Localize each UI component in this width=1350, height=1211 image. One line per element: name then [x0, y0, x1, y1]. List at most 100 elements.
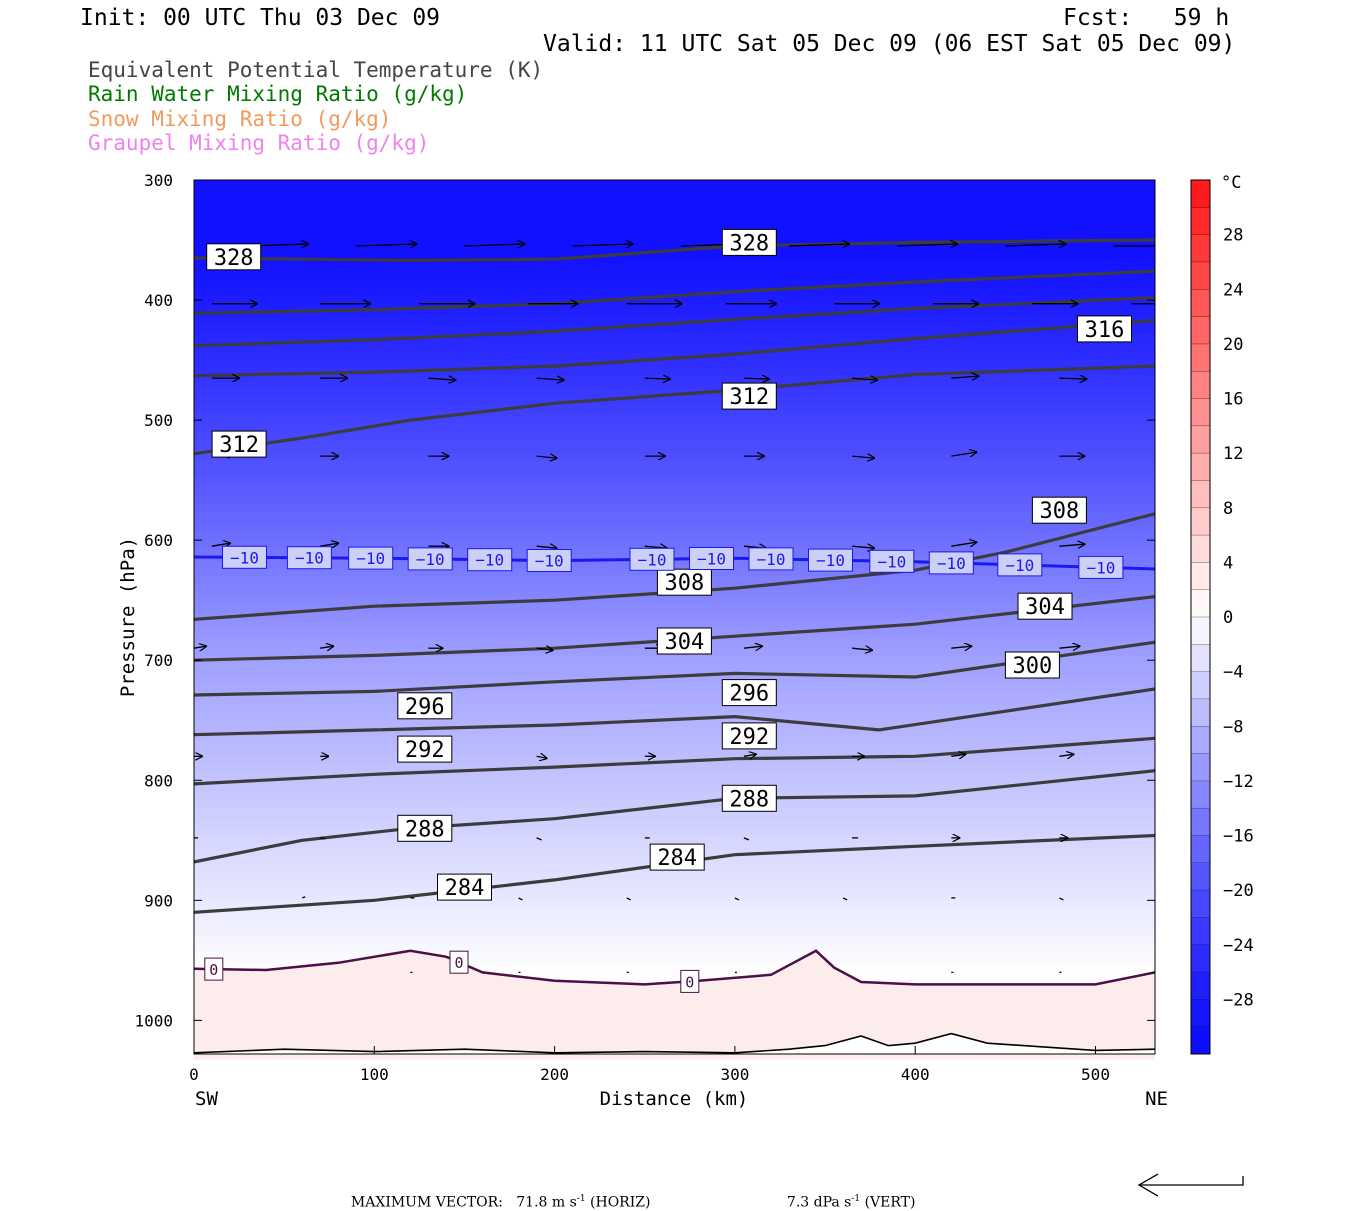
colorbar-swatch	[1191, 835, 1210, 864]
theta-e-label: 304	[1017, 592, 1073, 620]
theta-e-label: 284	[649, 843, 705, 871]
wind-vector	[951, 542, 976, 546]
wind-vector	[428, 378, 455, 380]
y-tick-label: 600	[144, 531, 173, 550]
wind-vector	[852, 456, 874, 458]
svg-text:−10: −10	[416, 550, 445, 569]
colorbar-swatch	[1191, 890, 1210, 918]
theta-e-304	[194, 595, 1155, 662]
svg-text:308: 308	[665, 571, 705, 596]
max-vector-vertical-label: 7.3 dPa s-1 (VERT)	[786, 1194, 916, 1211]
colorbar-swatch	[1191, 1026, 1210, 1055]
isotherm-minus10-label: −10	[689, 547, 734, 570]
colorbar-swatch	[1191, 535, 1210, 563]
init-time: Init: 00 UTC Thu 03 Dec 09	[80, 5, 441, 31]
colorbar-label: 4	[1223, 553, 1233, 573]
wind-vector	[536, 546, 557, 548]
isotherm-minus10-label: −10	[748, 547, 794, 571]
colorbar-swatch	[1191, 289, 1210, 318]
colorbar-swatch	[1191, 343, 1210, 372]
legend-rain: Rain Water Mixing Ratio (g/kg)	[88, 82, 468, 106]
wind-vector	[951, 376, 978, 378]
svg-text:312: 312	[729, 385, 769, 410]
theta-e-324	[194, 269, 1155, 315]
colorbar-label: −24	[1223, 936, 1254, 956]
colorbar-label: 28	[1223, 226, 1243, 246]
theta-e-label: 300	[1004, 651, 1060, 679]
wind-vector	[536, 456, 557, 458]
isotherm-minus10-label: −10	[629, 547, 675, 571]
wind-vector	[1059, 544, 1084, 546]
colorbar-swatch	[1191, 180, 1210, 208]
colorbar: 28 24 20 16 12 8 4 0 −4 −8 −12 −16 −20 −24 −28 °C	[1190, 173, 1254, 1055]
svg-text:304: 304	[665, 630, 705, 655]
theta-e-label: 304	[656, 627, 712, 655]
wind-vector	[320, 837, 326, 840]
theta-e-label: 296	[397, 692, 453, 720]
colorbar-label: −20	[1223, 881, 1254, 901]
colorbar-label: −12	[1223, 772, 1254, 792]
wind-vector	[734, 897, 740, 901]
colorbar-swatch	[1191, 453, 1210, 481]
svg-text:312: 312	[219, 433, 259, 458]
y-tick-label: 300	[144, 171, 173, 190]
theta-e-label: 284	[437, 873, 492, 901]
svg-text:292: 292	[405, 738, 445, 763]
max-vector-label: MAXIMUM VECTOR: 71.8 m s-1 (HORIZ)	[350, 1194, 651, 1211]
svg-text:−10: −10	[638, 550, 667, 569]
svg-text:−10: −10	[816, 551, 845, 570]
colorbar-swatch	[1191, 207, 1210, 236]
theta-e-320	[194, 296, 1155, 348]
colorbar-swatch	[1191, 698, 1210, 727]
valid-time: Valid: 11 UTC Sat 05 Dec 09 (06 EST Sat …	[543, 31, 1236, 57]
x-tick-label: 200	[540, 1065, 569, 1084]
colorbar-swatch	[1191, 371, 1210, 399]
colorbar-label: 16	[1223, 390, 1243, 410]
theta-e-label: 328	[721, 228, 777, 256]
isotherm-minus10-label: −10	[222, 545, 267, 569]
x-tick-label: 100	[360, 1065, 389, 1084]
theta-e-label: 296	[721, 679, 777, 707]
theta-e-312	[194, 364, 1155, 456]
wind-vector	[536, 648, 553, 650]
colorbar-label: −8	[1223, 717, 1243, 737]
y-tick-label: 500	[144, 411, 173, 430]
wind-vector	[852, 648, 872, 650]
y-tick-label: 1000	[134, 1011, 173, 1030]
isotherm-minus10-label: −10	[928, 551, 974, 575]
wind-vector	[464, 244, 525, 246]
x-tick-label: 400	[901, 1065, 930, 1084]
max-vector-arrow-icon	[1137, 1173, 1244, 1197]
forecast-hour: Fcst: 59 h	[1063, 5, 1230, 31]
colorbar-unit: °C	[1221, 173, 1241, 193]
svg-text:296: 296	[729, 682, 769, 707]
svg-text:−10: −10	[535, 552, 564, 571]
colorbar-swatch	[1191, 398, 1210, 427]
colorbar-swatch	[1191, 753, 1210, 782]
svg-text:284: 284	[445, 876, 485, 901]
svg-text:316: 316	[1085, 318, 1125, 343]
colorbar-swatch	[1191, 234, 1210, 263]
isotherm-zero-label: 0	[204, 957, 224, 981]
wind-vector	[852, 546, 874, 548]
theta-e-label: 292	[397, 735, 453, 763]
svg-text:0: 0	[454, 954, 463, 972]
theta-e-label: 328	[206, 243, 262, 271]
wind-vector	[788, 244, 849, 246]
theta-e-label: 308	[1031, 496, 1087, 524]
svg-text:−10: −10	[697, 550, 726, 569]
wind-vector	[626, 897, 631, 901]
colorbar-swatch	[1191, 589, 1210, 618]
wind-vector	[320, 646, 333, 648]
isotherm-minus10-label: −10	[1078, 555, 1124, 579]
colorbar-label: 20	[1223, 335, 1243, 355]
svg-text:288: 288	[729, 787, 769, 812]
legend-theta-e: Equivalent Potential Temperature (K)	[88, 58, 544, 82]
isotherm-minus10-label: −10	[407, 547, 453, 571]
svg-text:0: 0	[209, 961, 218, 979]
x-tick-label: 300	[720, 1065, 749, 1084]
y-tick-label: 800	[144, 771, 173, 790]
x-tick-label: 500	[1081, 1065, 1110, 1084]
wind-vector	[518, 897, 523, 901]
